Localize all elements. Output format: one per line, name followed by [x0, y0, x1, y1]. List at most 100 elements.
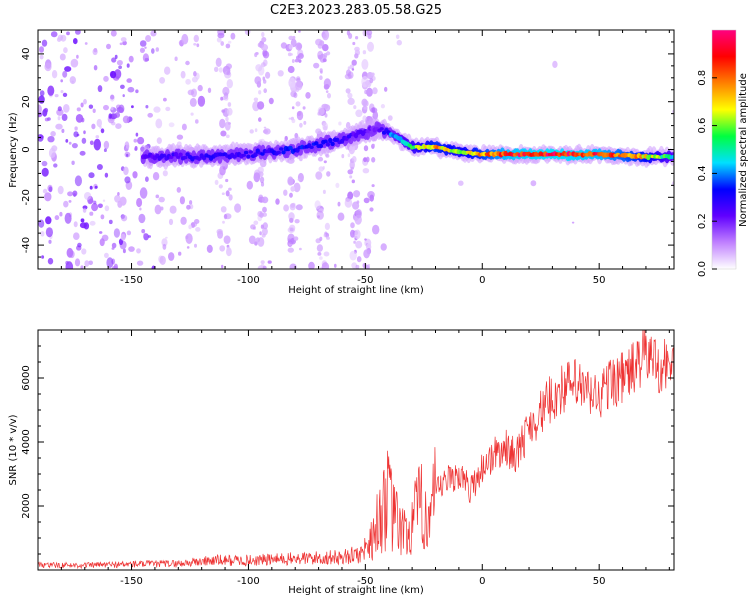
- ridge-core: [330, 141, 335, 147]
- heatmap-speckle: [48, 147, 56, 159]
- heatmap-speckle: [97, 85, 103, 93]
- heatmap-speckle: [262, 265, 267, 269]
- heatmap-speckle: [319, 40, 325, 46]
- ridge-core: [325, 142, 331, 147]
- heatmap-speckle: [82, 207, 87, 213]
- heatmap-speckle: [155, 118, 163, 129]
- heatmap-speckle: [145, 35, 152, 42]
- heatmap-speckle: [290, 203, 296, 208]
- heatmap-speckle: [225, 43, 231, 49]
- heatmap-speckle: [62, 92, 68, 97]
- heatmap-speckle: [345, 88, 351, 94]
- colorbar-label: Normalized spectral amplitude: [738, 73, 749, 227]
- heatmap-speckle: [323, 251, 330, 257]
- heatmap-speckle: [120, 84, 125, 90]
- heatmap-speckle: [371, 72, 375, 77]
- heatmap-speckle: [322, 122, 329, 131]
- heatmap-speckle: [99, 231, 103, 234]
- heatmap-speckle: [344, 198, 353, 208]
- heatmap-speckle: [74, 175, 82, 187]
- heatmap-speckle: [74, 126, 78, 131]
- heatmap-speckle: [292, 35, 296, 40]
- heatmap-speckle: [347, 71, 354, 79]
- y-tick-label: 0: [21, 146, 32, 152]
- heatmap-speckle: [350, 222, 355, 229]
- ridge-core: [276, 150, 281, 155]
- heatmap-speckle: [291, 118, 296, 124]
- heatmap-speckle: [263, 88, 268, 94]
- heatmap-speckle: [369, 77, 374, 84]
- heatmap-speckle: [249, 129, 254, 134]
- heatmap-speckle: [135, 89, 139, 94]
- heatmap-speckle: [139, 207, 142, 211]
- heatmap-speckle: [114, 195, 121, 203]
- heatmap-speckle: [70, 58, 79, 68]
- heatmap-speckle: [89, 185, 93, 190]
- heatmap-speckle: [296, 110, 304, 121]
- heatmap-speckle: [108, 219, 113, 225]
- x-tick-label: 50: [593, 275, 606, 286]
- heatmap-speckle: [223, 213, 228, 220]
- heatmap-speckle: [367, 263, 371, 267]
- heatmap-speckle: [322, 58, 327, 63]
- ridge-core: [178, 152, 183, 157]
- heatmap-speckle: [352, 41, 356, 46]
- heatmap-speckle: [223, 235, 231, 244]
- heatmap-speckle: [141, 229, 146, 234]
- heatmap-speckle: [135, 132, 139, 137]
- heatmap-speckle: [324, 113, 328, 118]
- heatmap-speckle: [353, 240, 356, 244]
- heatmap-speckle: [396, 39, 402, 46]
- snr-x-ticks: -150 -100 -50 0 50: [60, 330, 670, 587]
- ridge-core: [288, 145, 293, 150]
- heatmap-speckle: [156, 137, 162, 145]
- heatmap-speckle: [43, 107, 49, 113]
- heatmap-speckle: [354, 53, 359, 59]
- heatmap-speckle: [38, 95, 45, 104]
- heatmap-speckle: [114, 112, 121, 118]
- heatmap-speckle: [364, 89, 368, 95]
- heatmap-speckle: [93, 48, 98, 53]
- heatmap-speckle: [290, 158, 295, 163]
- heatmap-speckle: [355, 240, 363, 249]
- heatmap-speckle: [83, 130, 86, 135]
- heatmap-speckle: [55, 123, 63, 130]
- heatmap-speckle: [101, 234, 109, 242]
- heatmap-speckle: [326, 236, 330, 240]
- heatmap-speckle: [69, 76, 77, 85]
- ridge-core: [309, 145, 314, 149]
- heatmap-speckle: [322, 166, 325, 170]
- heatmap-speckle: [113, 228, 120, 238]
- heatmap-speckle: [384, 86, 388, 92]
- heatmap-speckle: [220, 206, 227, 213]
- heatmap-speckle: [259, 212, 264, 218]
- heatmap-speckle: [41, 255, 45, 259]
- heatmap-speckle: [338, 121, 342, 126]
- heatmap-speckle: [84, 192, 92, 200]
- heatmap-speckle: [291, 59, 295, 63]
- colorbar-frame: [711, 29, 737, 270]
- snr-panel: -150 -100 -50 0 50 2000 4000 6000 Height of st…: [8, 329, 675, 596]
- heatmap-speckle: [91, 123, 96, 130]
- heatmap-speckle: [294, 59, 299, 63]
- x-tick-label: -50: [357, 275, 373, 286]
- heatmap-speckle: [337, 212, 345, 221]
- heatmap-speckle: [362, 115, 367, 123]
- ridge-core: [318, 143, 324, 149]
- heatmap-speckle: [262, 206, 267, 213]
- heatmap-speckle: [41, 160, 48, 167]
- heatmap-speckle: [143, 233, 147, 238]
- colorbar-bar: [712, 30, 736, 269]
- heatmap-speckle: [80, 218, 85, 223]
- heatmap-speckle: [56, 37, 62, 42]
- heatmap-speckle: [93, 200, 97, 205]
- heatmap-speckle: [351, 68, 355, 71]
- y-tick-label: -40: [21, 237, 32, 253]
- y-tick-label: 40: [21, 48, 32, 61]
- heatmap-speckle: [226, 79, 233, 89]
- heatmap-speckle: [261, 227, 268, 236]
- heatmap-speckle: [139, 40, 147, 47]
- heatmap-speckle: [257, 42, 263, 48]
- heatmap-speckle: [134, 146, 138, 151]
- heatmap-speckle: [104, 172, 109, 178]
